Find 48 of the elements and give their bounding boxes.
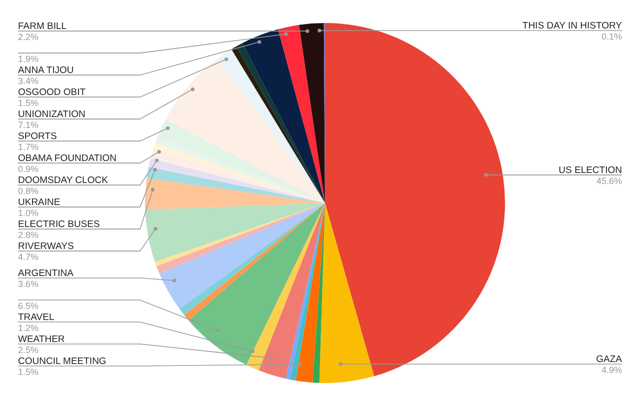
data-label: 2.5%	[18, 345, 39, 355]
slice-label: RIVERWAYS	[18, 241, 74, 252]
pie-slice	[258, 203, 325, 379]
pie-slice	[246, 203, 325, 370]
slice-label: FARM BILL	[18, 21, 67, 32]
pie-slice	[278, 24, 325, 203]
data-label: 1.2%	[18, 323, 39, 333]
data-label: 0.9%	[18, 164, 39, 174]
pie-slice	[319, 203, 374, 383]
data-label: 1.9%	[18, 54, 39, 64]
pie-slice	[145, 178, 325, 210]
slice-label: WEATHER	[18, 334, 65, 345]
slice-label: US ELECTION	[558, 164, 622, 176]
slice-label: ANNA TIJOU	[18, 65, 74, 76]
slice-label: OBAMA FOUNDATION	[18, 153, 117, 164]
pie-slice	[159, 203, 325, 309]
data-label: 0.8%	[18, 186, 39, 196]
slice-label: UNIONIZATION	[18, 109, 86, 120]
pie-slice	[296, 203, 325, 383]
data-label: 0.1%	[601, 32, 622, 42]
slice-label: THIS DAY IN HISTORY	[522, 20, 623, 32]
pie-slice	[158, 119, 325, 203]
data-label: 6.5%	[18, 301, 39, 311]
slice-label: ELECTRIC BUSES	[18, 219, 100, 230]
data-label: 1.7%	[18, 142, 39, 152]
slice-label: COUNCIL MEETING	[18, 356, 106, 367]
data-label: 2.2%	[18, 32, 39, 42]
pie-slice	[325, 23, 505, 376]
slice-label: TRAVEL	[18, 312, 54, 323]
slice-label: UKRAINE	[18, 197, 60, 208]
pie-slice	[188, 203, 325, 365]
data-label: 4.9%	[601, 365, 622, 376]
data-label: 3.6%	[18, 279, 39, 289]
pie-slice	[299, 23, 325, 203]
data-label: 1.0%	[18, 208, 39, 218]
data-label: 1.5%	[18, 367, 39, 377]
slice-label: DOOMSDAY CLOCK	[18, 175, 109, 186]
data-label: 4.7%	[18, 252, 39, 262]
data-label: 3.4%	[18, 76, 39, 86]
slice-label: SPORTS	[18, 131, 57, 142]
data-label: 1.5%	[18, 98, 39, 108]
slice-label: GAZA	[596, 354, 623, 366]
slice-label: OSGOOD OBIT	[18, 87, 86, 98]
slice-label: ARGENTINA	[18, 268, 74, 279]
pie-slice	[146, 167, 325, 203]
data-label: 45.6%	[596, 176, 622, 186]
data-label: 7.1%	[18, 120, 39, 130]
data-label: 2.8%	[18, 230, 39, 240]
